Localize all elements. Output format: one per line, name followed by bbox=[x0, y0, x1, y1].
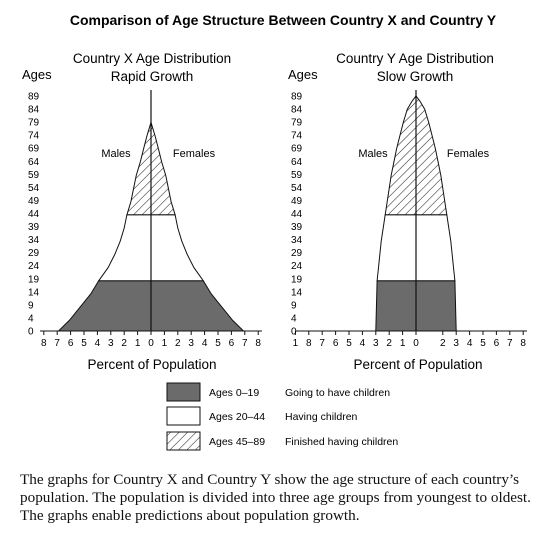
x-tick-label: 2 bbox=[121, 338, 127, 349]
x-tick-label: 3 bbox=[373, 338, 379, 349]
x-tick-label: 3 bbox=[453, 338, 459, 349]
x-tick-label: 8 bbox=[41, 338, 47, 349]
x-tick-label: 5 bbox=[215, 338, 221, 349]
y-tick-label: 79 bbox=[291, 118, 303, 129]
y-tick-label: 34 bbox=[28, 235, 40, 246]
x-tick-label: 6 bbox=[494, 338, 500, 349]
y-tick-label: 44 bbox=[291, 209, 303, 220]
caption-paragraph: The graphs for Country X and Country Y s… bbox=[20, 471, 531, 524]
x-tick-label: 6 bbox=[229, 338, 235, 349]
legend-description: Going to have children bbox=[285, 387, 390, 399]
y-axis-label: Ages bbox=[288, 67, 318, 82]
x-tick-label: 4 bbox=[360, 338, 366, 349]
legend-range-label: Ages 45–89 bbox=[209, 436, 265, 448]
country-x-pyramid-chart: Country X Age Distribution Rapid Growth … bbox=[22, 51, 262, 372]
females-label: Females bbox=[173, 148, 216, 160]
legend-description: Finished having children bbox=[285, 436, 398, 448]
y-tick-label: 44 bbox=[28, 209, 40, 220]
y-tick-label: 19 bbox=[28, 274, 40, 285]
legend: Ages 0–19 Ages 20–44 Ages 45–89 Going to… bbox=[166, 382, 398, 451]
males-label: Males bbox=[101, 148, 131, 160]
y-tick-label: 39 bbox=[28, 222, 40, 233]
x-tick-label: 7 bbox=[242, 338, 248, 349]
x-tick-label: 7 bbox=[54, 338, 60, 349]
y-tick-label: 89 bbox=[291, 92, 303, 103]
x-tick-label: 0 bbox=[413, 338, 419, 349]
y-tick-label: 84 bbox=[291, 105, 303, 116]
y-tick-label: 49 bbox=[28, 196, 40, 207]
y-tick-label: 29 bbox=[291, 248, 303, 259]
x-tick-label: 8 bbox=[255, 338, 261, 349]
y-tick-label: 34 bbox=[291, 235, 303, 246]
y-tick-label: 59 bbox=[291, 170, 303, 181]
y-tick-label: 24 bbox=[291, 261, 303, 272]
males-label: Males bbox=[358, 148, 388, 160]
x-tick-label: 3 bbox=[188, 338, 194, 349]
x-tick-label: 0 bbox=[148, 338, 154, 349]
chart-title: Country X Age Distribution bbox=[73, 51, 231, 66]
y-tick-label: 39 bbox=[291, 222, 303, 233]
y-tick-label: 19 bbox=[291, 274, 303, 285]
x-tick-label: 3 bbox=[108, 338, 114, 349]
y-tick-label: 0 bbox=[28, 327, 34, 338]
x-tick-label: 8 bbox=[520, 338, 526, 349]
y-tick-label: 0 bbox=[291, 327, 297, 338]
x-tick-label: 2 bbox=[440, 338, 446, 349]
x-tick-label: 4 bbox=[95, 338, 101, 349]
x-tick-label: 6 bbox=[68, 338, 74, 349]
y-tick-label: 69 bbox=[291, 144, 303, 155]
y-tick-label: 29 bbox=[28, 248, 40, 259]
x-tick-label: 1 bbox=[400, 338, 406, 349]
x-tick-label: 8 bbox=[306, 338, 312, 349]
y-tick-label: 14 bbox=[28, 287, 40, 298]
x-tick-label: 4 bbox=[202, 338, 208, 349]
x-tick-label: 5 bbox=[81, 338, 87, 349]
y-tick-label: 54 bbox=[28, 183, 40, 194]
y-tick-label: 54 bbox=[291, 183, 303, 194]
chart-subtitle: Rapid Growth bbox=[111, 69, 194, 84]
country-y-pyramid-chart: Country Y Age Distribution Slow Growth A… bbox=[288, 51, 527, 372]
legend-swatch-dark bbox=[166, 382, 201, 402]
x-tick-label: 7 bbox=[319, 338, 325, 349]
y-tick-label: 64 bbox=[291, 157, 303, 168]
y-tick-label: 89 bbox=[28, 92, 40, 103]
y-axis-label: Ages bbox=[22, 67, 52, 82]
y-tick-label: 79 bbox=[28, 118, 40, 129]
legend-swatch-hatch bbox=[166, 431, 201, 451]
x-axis-label: Percent of Population bbox=[87, 357, 216, 372]
y-tick-label: 9 bbox=[291, 300, 297, 311]
females-label: Females bbox=[447, 148, 490, 160]
x-tick-label: 5 bbox=[346, 338, 352, 349]
y-tick-label: 69 bbox=[28, 144, 40, 155]
x-axis-label: Percent of Population bbox=[353, 357, 482, 372]
y-tick-label: 14 bbox=[291, 287, 303, 298]
y-tick-label: 59 bbox=[28, 170, 40, 181]
x-tick-label: 5 bbox=[480, 338, 486, 349]
chart-subtitle: Slow Growth bbox=[377, 69, 454, 84]
legend-range-label: Ages 20–44 bbox=[209, 411, 265, 423]
x-tick-label: 7 bbox=[507, 338, 513, 349]
y-tick-label: 84 bbox=[28, 105, 40, 116]
y-tick-label: 4 bbox=[28, 313, 34, 324]
y-tick-label: 74 bbox=[291, 131, 303, 142]
x-tick-label: 4 bbox=[467, 338, 473, 349]
y-tick-label: 74 bbox=[28, 131, 40, 142]
x-tick-label: 2 bbox=[175, 338, 181, 349]
figure-title: Comparison of Age Structure Between Coun… bbox=[70, 12, 497, 28]
x-tick-label: 1 bbox=[162, 338, 168, 349]
x-tick-label: 1 bbox=[135, 338, 141, 349]
y-tick-label: 64 bbox=[28, 157, 40, 168]
x-tick-label: 2 bbox=[386, 338, 392, 349]
y-tick-label: 9 bbox=[28, 300, 34, 311]
chart-title: Country Y Age Distribution bbox=[336, 51, 494, 66]
x-tick-label: 1 bbox=[293, 338, 299, 349]
y-tick-label: 49 bbox=[291, 196, 303, 207]
legend-range-label: Ages 0–19 bbox=[209, 387, 259, 399]
legend-description: Having children bbox=[285, 411, 358, 423]
y-tick-label: 4 bbox=[291, 313, 297, 324]
x-tick-label: 6 bbox=[333, 338, 339, 349]
legend-swatch-white bbox=[166, 406, 201, 426]
y-tick-label: 24 bbox=[28, 261, 40, 272]
